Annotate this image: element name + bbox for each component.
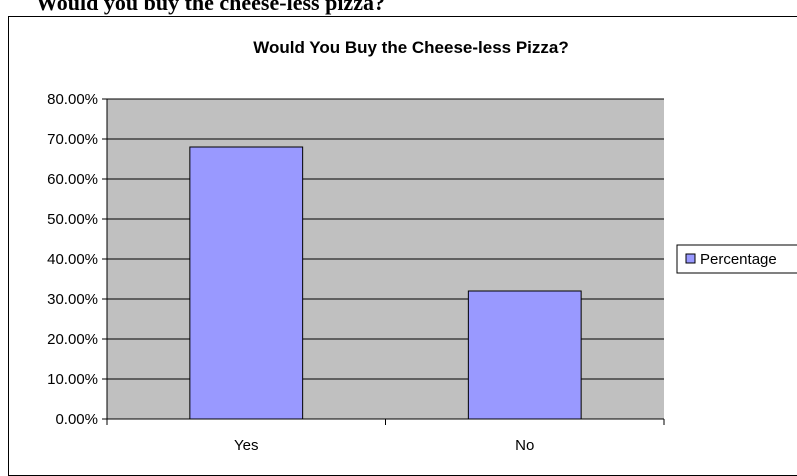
y-tick-label: 30.00% — [47, 291, 98, 308]
page-heading-crop: Would you buy the cheese-less pizza? — [0, 0, 797, 16]
legend-box — [676, 244, 797, 274]
bar-yes — [189, 146, 304, 420]
y-tick-label: 40.00% — [47, 251, 98, 268]
legend: Percentage — [676, 244, 797, 274]
y-tick-label: 10.00% — [47, 371, 98, 388]
legend-label-percentage: Percentage — [700, 251, 777, 268]
y-tick-label: 50.00% — [47, 211, 98, 228]
y-tick-label: 20.00% — [47, 331, 98, 348]
legend-swatch — [685, 253, 696, 264]
y-tick-label: 60.00% — [47, 171, 98, 188]
y-tick-label: 0.00% — [55, 411, 98, 428]
chart-title: Would You Buy the Cheese-less Pizza? — [253, 38, 569, 57]
x-tick-label: Yes — [234, 437, 258, 454]
axes: 0.00% 10.00% 20.00% 30.00% 40.00% 50.00% 60.00… — [47, 91, 665, 454]
x-tick-label: No — [515, 437, 534, 454]
y-tick-label: 70.00% — [47, 131, 98, 148]
bar-no — [467, 290, 582, 420]
y-tick-label: 80.00% — [47, 91, 98, 108]
page-heading: Would you buy the cheese-less pizza? — [36, 0, 385, 15]
bar-chart: Would You Buy the Cheese-less Pizza? 0.0… — [47, 38, 797, 454]
plot-area — [107, 98, 664, 420]
